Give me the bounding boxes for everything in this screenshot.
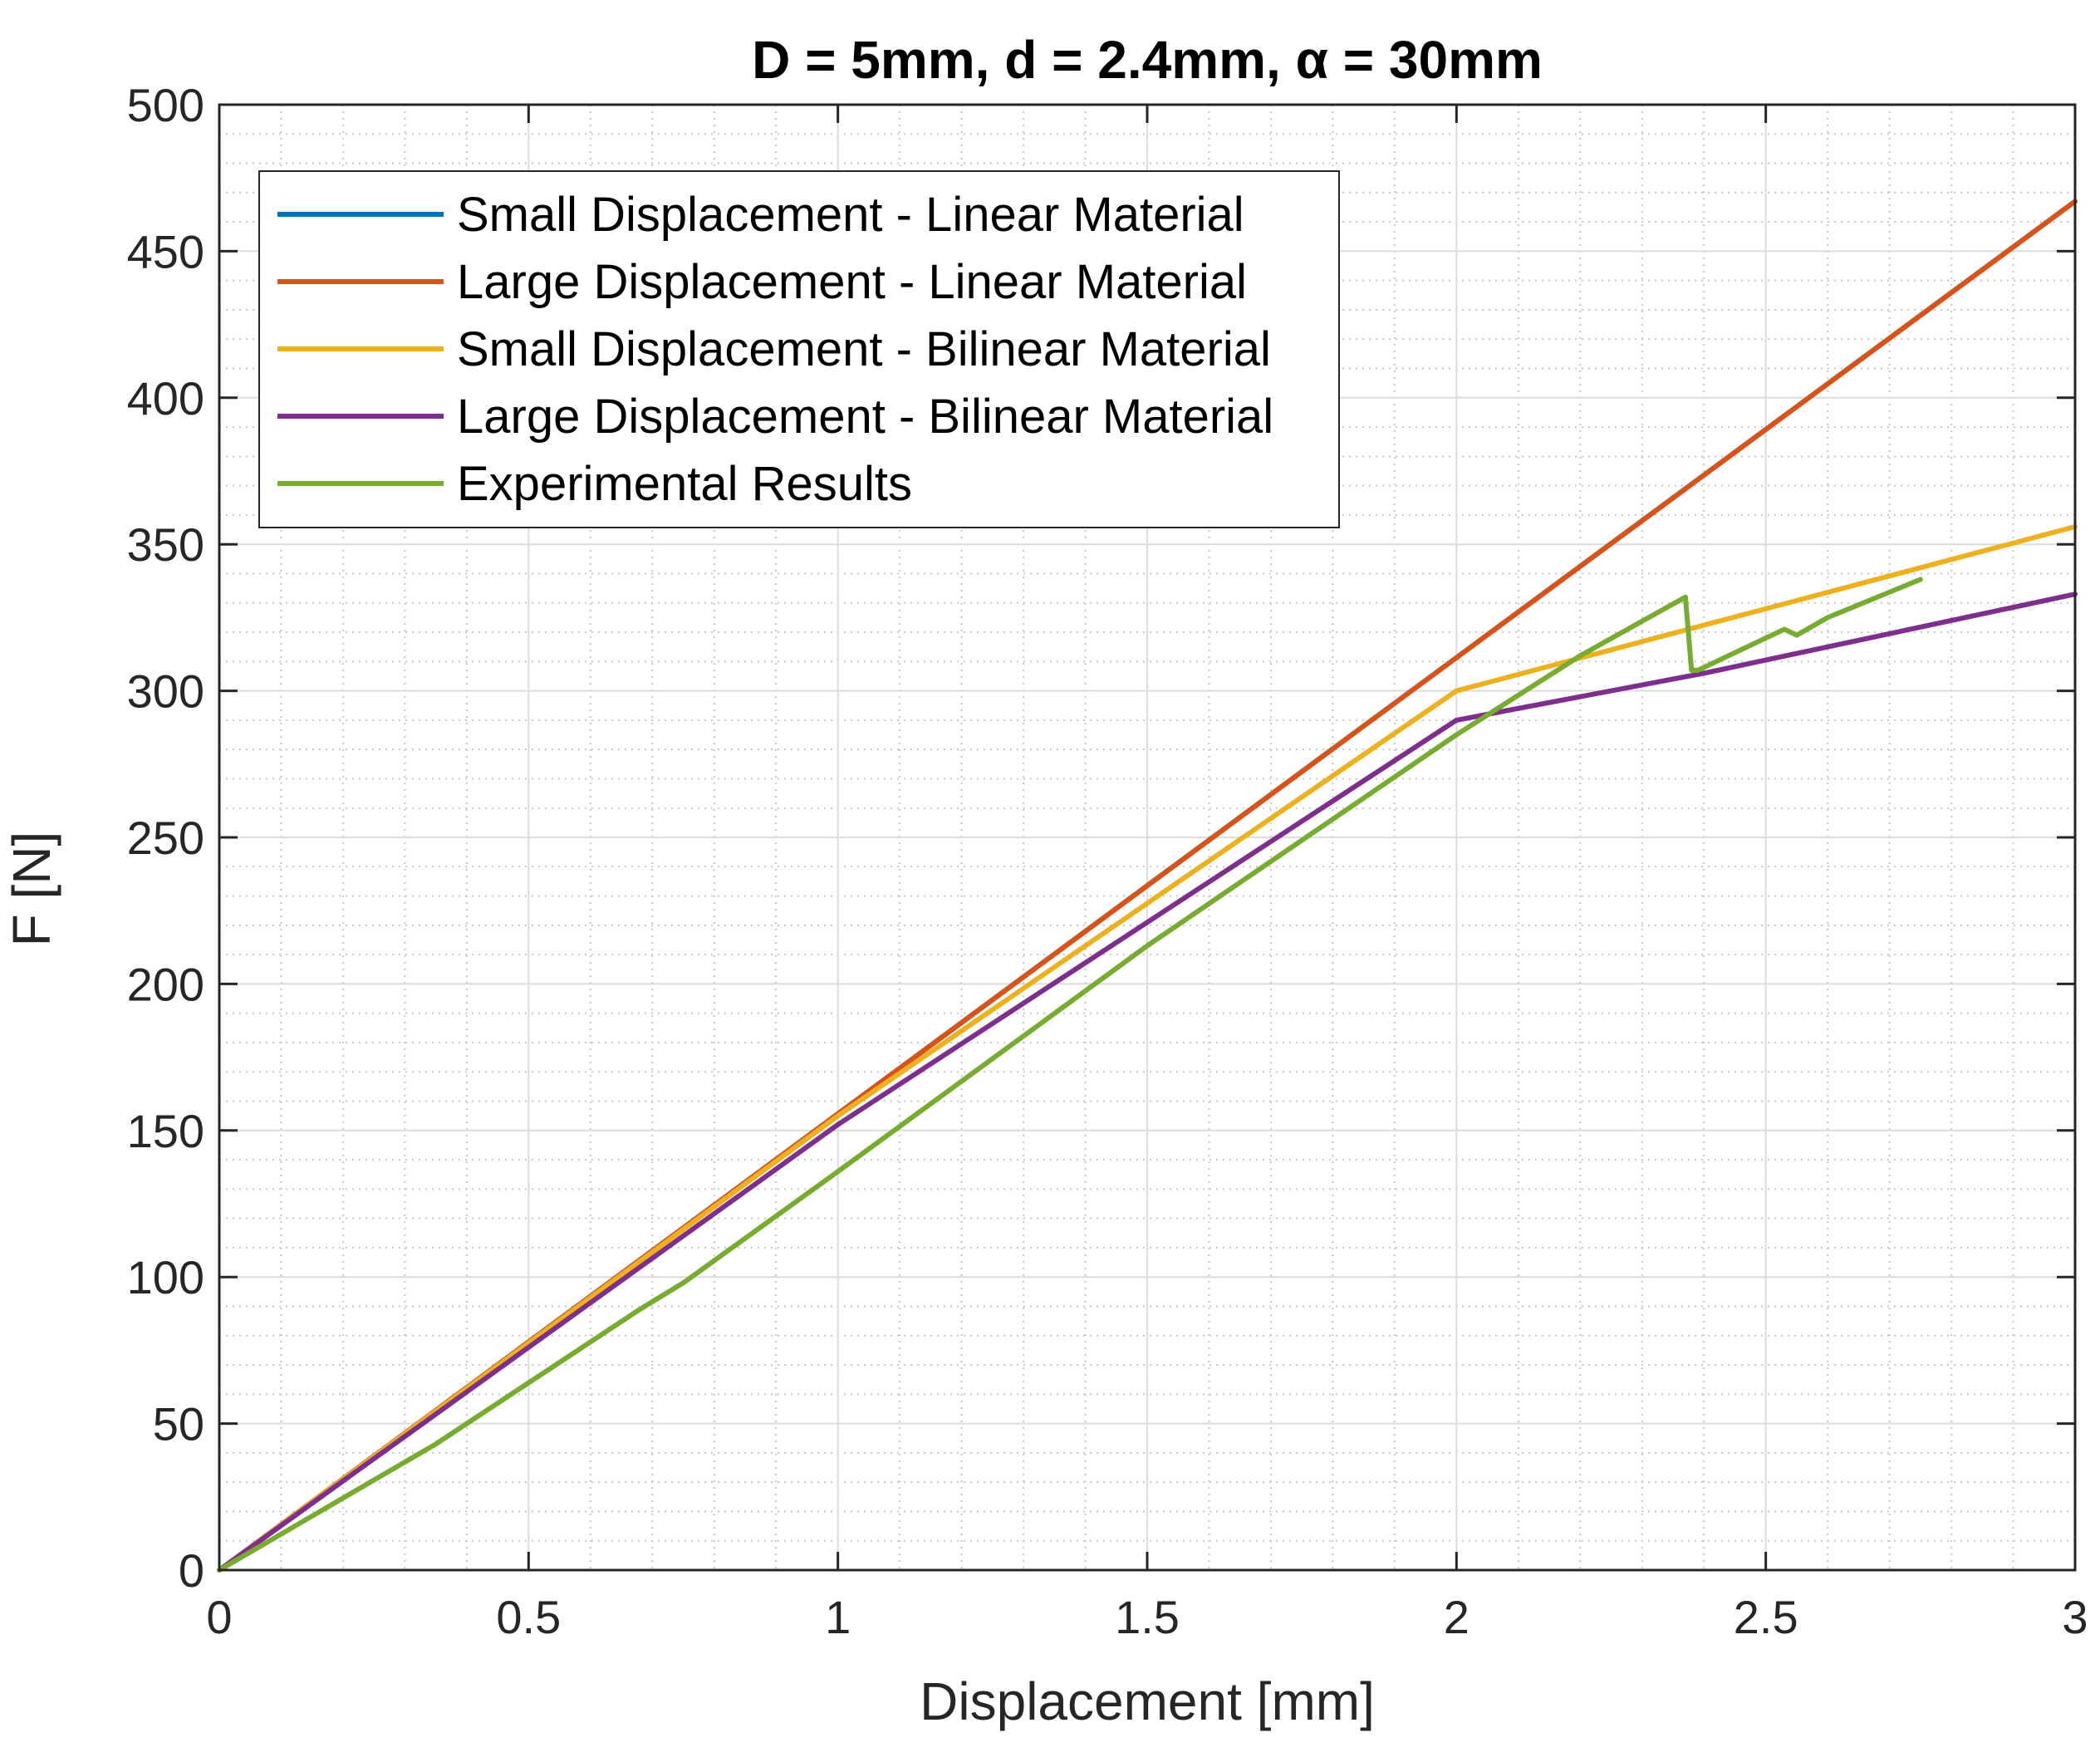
x-axis-label: Displacement [mm]	[920, 1671, 1375, 1731]
y-tick-label: 400	[127, 372, 204, 425]
y-axis-ticks: 0 50 100 150 200 250 300 350 400 450 500	[127, 79, 2075, 1597]
y-tick-label: 50	[153, 1398, 204, 1450]
x-tick-label: 1	[825, 1591, 851, 1643]
legend: Small Displacement - Linear Material Larg…	[258, 170, 1340, 528]
series-line-4	[217, 591, 2078, 1573]
legend-entry-label: Small Displacement - Linear Material	[457, 188, 1244, 242]
y-tick-label: 200	[127, 958, 204, 1010]
y-tick-label: 150	[127, 1105, 204, 1157]
x-tick-label: 0.5	[496, 1591, 561, 1643]
chart-title: D = 5mm, d = 2.4mm, α = 30mm	[752, 30, 1543, 90]
x-tick-label: 3	[2062, 1591, 2088, 1643]
series-line-3	[217, 524, 2078, 1573]
legend-entry-label: Small Displacement - Bilinear Material	[457, 322, 1271, 376]
x-tick-label: 2.5	[1734, 1591, 1798, 1643]
legend-entry-label: Large Displacement - Linear Material	[457, 255, 1247, 309]
y-tick-label: 100	[127, 1251, 204, 1303]
y-tick-label: 300	[127, 665, 204, 718]
y-tick-label: 0	[179, 1544, 204, 1597]
x-axis-ticks: 0 0.5 1 1.5 2 2.5 3	[206, 105, 2088, 1643]
y-tick-label: 500	[127, 79, 204, 131]
x-tick-label: 1.5	[1115, 1591, 1180, 1643]
x-tick-label: 0	[206, 1591, 232, 1643]
x-tick-label: 2	[1444, 1591, 1470, 1643]
y-axis-label: F [N]	[2, 832, 61, 947]
legend-entry-label: Experimental Results	[457, 457, 912, 511]
y-tick-label: 450	[127, 225, 204, 277]
series-line-5	[217, 577, 1923, 1573]
legend-entry-label: Large Displacement - Bilinear Material	[457, 390, 1273, 444]
y-tick-label: 350	[127, 518, 204, 571]
y-tick-label: 250	[127, 812, 204, 864]
series-layer	[217, 199, 2078, 1573]
